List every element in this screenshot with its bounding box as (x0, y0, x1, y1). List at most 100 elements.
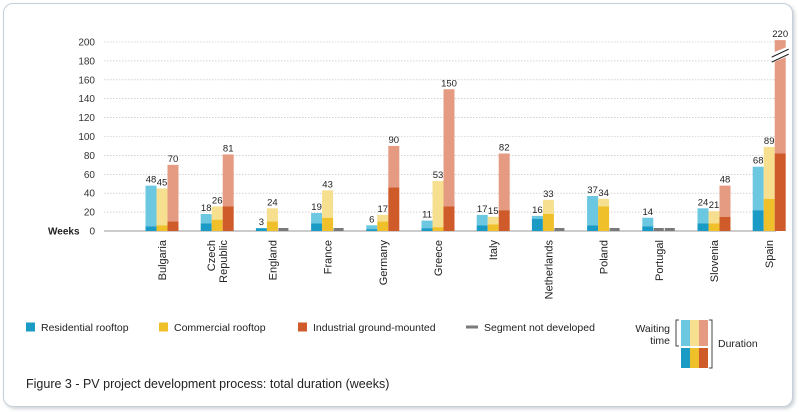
legend-label: Industrial ground-mounted (313, 322, 436, 334)
waiting-time-bar (200, 213, 212, 224)
key-waiting-swatch (690, 320, 699, 346)
key-duration-swatch (690, 348, 699, 368)
key-waiting-bracket (675, 319, 679, 347)
data-label: 19 (311, 202, 322, 213)
data-label: 45 (157, 177, 168, 188)
y-tick-label: 0 (89, 227, 95, 238)
data-label: 220 (772, 29, 788, 40)
category-label: Bulgaria (157, 239, 169, 280)
duration-bar (156, 225, 168, 231)
waiting-time-bar (476, 214, 488, 226)
duration-bar (542, 213, 554, 231)
y-tick-label: 20 (84, 208, 96, 219)
category-label: England (267, 240, 279, 280)
key-duration-label: Duration (718, 338, 758, 350)
key-waiting-swatch (681, 320, 690, 346)
waiting-time-bar (311, 213, 323, 224)
data-label: 16 (532, 205, 543, 216)
category-label-line: Netherlands (543, 240, 555, 300)
data-label: 33 (543, 189, 554, 200)
grid-layer: 0 20 40 60 80 100 120 140 160 180 200 Weeks (48, 38, 776, 238)
data-label: 68 (753, 156, 764, 167)
category-label-line: Slovenia (709, 239, 721, 282)
residential-legend-swatch (26, 322, 35, 332)
category-label-line: Italy (488, 240, 500, 261)
not-developed-mark (554, 228, 565, 231)
category-label: Spain (764, 240, 776, 268)
waiting-time-bar (167, 164, 179, 222)
waiting-time-bar (719, 185, 731, 217)
duration-bar (719, 216, 731, 231)
duration-bar (311, 223, 323, 231)
waiting-time-bar (443, 89, 455, 207)
waiting-time-bar (156, 188, 168, 226)
key-waiting-time-line: Waiting (635, 323, 670, 335)
waiting-time-bar (587, 196, 599, 226)
not-developed-mark (609, 228, 620, 231)
waiting-time-bar (774, 40, 786, 154)
data-label: 150 (441, 78, 457, 89)
waiting-time-bar (487, 216, 499, 225)
duration-bar (167, 221, 179, 231)
waiting-time-bar (432, 180, 444, 228)
industrial-legend-swatch (298, 322, 307, 332)
waiting-time-bar (697, 208, 709, 224)
data-label: 48 (146, 175, 157, 186)
category-label-line: Greece (433, 240, 445, 276)
data-label: 3 (259, 217, 264, 228)
data-label: 17 (378, 204, 389, 215)
category-label: CzechRepublic (206, 240, 230, 283)
y-tick-label: 100 (78, 132, 95, 143)
duration-bar (211, 219, 223, 231)
duration-bar (598, 206, 610, 231)
y-tick-label: 80 (84, 151, 96, 162)
waiting-time-bar (598, 198, 610, 207)
category-label: Poland (599, 240, 611, 274)
duration-bar (498, 210, 510, 231)
category-label-line: Bulgaria (157, 239, 169, 280)
waiting-time-bar (763, 146, 775, 199)
waiting-time-bar (222, 154, 234, 207)
duration-bar (377, 221, 389, 231)
waiting-time-bar (752, 166, 764, 211)
not-developed-mark (333, 228, 344, 231)
not-developed-mark (278, 228, 289, 231)
waiting-time-bar (366, 225, 378, 230)
waiting-time-bar (377, 214, 389, 222)
legend-label: Commercial rooftop (174, 322, 266, 334)
category-label-line: Spain (764, 240, 776, 268)
duration-bar (487, 224, 499, 231)
duration-bar (255, 228, 267, 231)
data-label: 81 (223, 143, 234, 154)
data-label: 15 (488, 206, 499, 217)
y-tick-label: 180 (78, 56, 95, 67)
category-label-line: Czech (206, 240, 218, 271)
data-label: 11 (422, 210, 432, 221)
category-label-line: Germany (378, 240, 390, 286)
bars (145, 40, 790, 231)
category-label: Portugal (654, 240, 666, 281)
waiting-time-bar (531, 215, 543, 219)
data-label: 90 (389, 135, 400, 146)
category-label: Greece (433, 240, 445, 276)
duration-bar (145, 226, 157, 231)
duration-bar (443, 206, 455, 231)
duration-bar (222, 206, 234, 231)
y-tick-label: 60 (84, 170, 96, 181)
category-label-line: Portugal (654, 240, 666, 281)
y-tick-label: 40 (84, 189, 96, 200)
data-label: 70 (168, 154, 179, 165)
waiting-time-bar (542, 199, 554, 214)
y-tick-label: 120 (78, 113, 95, 124)
category-label-line: England (267, 240, 279, 280)
axis-break-mark (771, 48, 789, 58)
duration-bar (266, 221, 278, 231)
data-label: 18 (201, 203, 212, 214)
waiting-time-bar (322, 190, 334, 218)
waiting-time-bar (211, 206, 223, 220)
category-label: Germany (378, 240, 390, 286)
legend-label: Segment not developed (484, 322, 595, 334)
key-spacer (676, 348, 679, 370)
